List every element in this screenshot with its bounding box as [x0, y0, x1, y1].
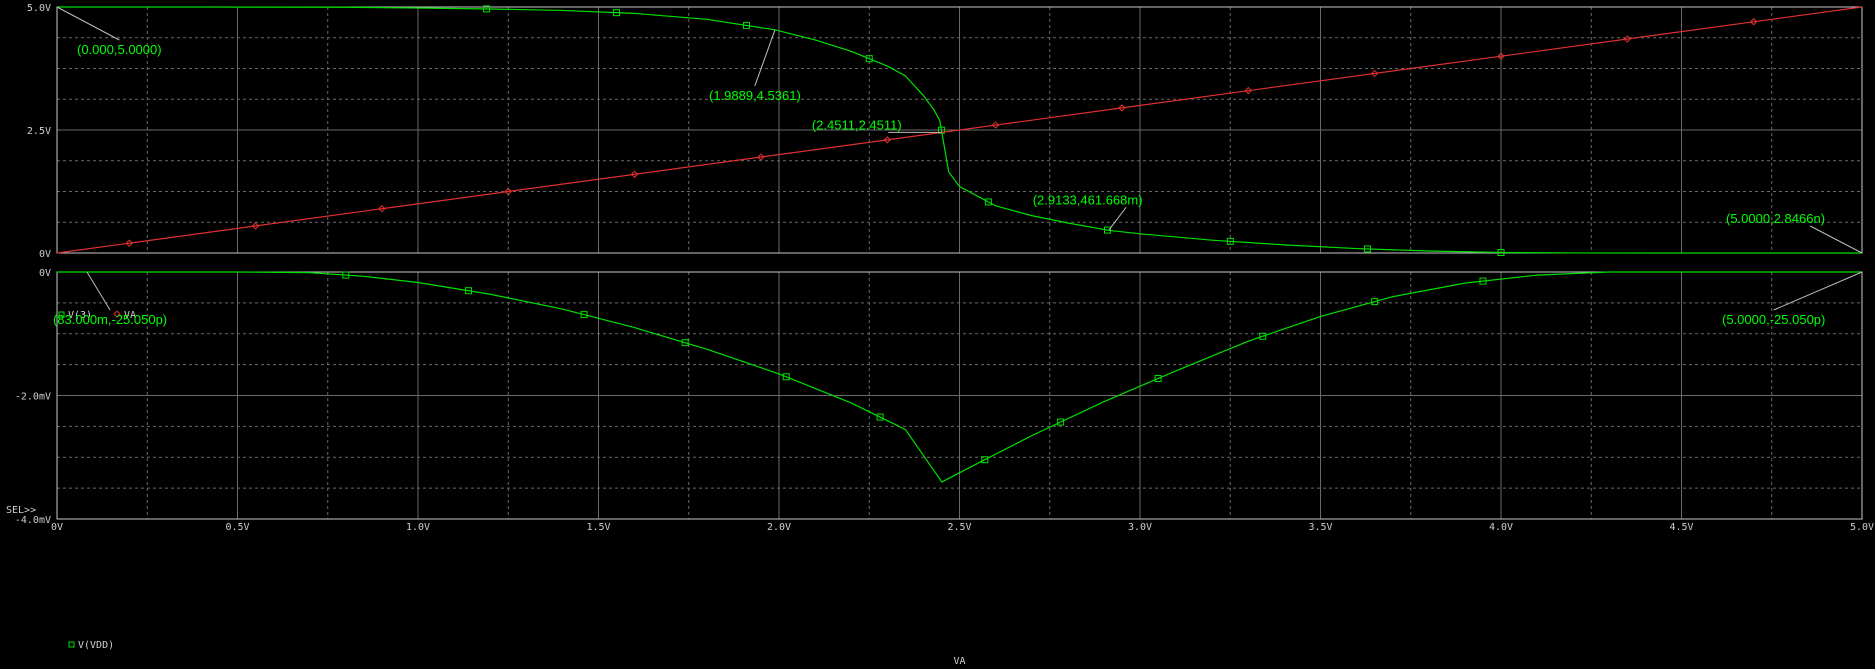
cursor-annotation[interactable]: (5.0000,-25.050p): [1722, 271, 1863, 327]
annotation-leader-line: [1773, 271, 1863, 311]
data-point-marker: [1497, 249, 1505, 257]
cursor-annotation[interactable]: (0.000,5.0000): [56, 6, 162, 57]
data-point-marker: [1479, 277, 1487, 285]
series-layer: [56, 5, 1863, 483]
annotation-label: (83.000m,-25.050p): [53, 312, 167, 327]
annotation-label: (0.000,5.0000): [77, 42, 162, 57]
cursor-annotation[interactable]: (2.9133,461.668m): [1033, 192, 1143, 231]
data-point-marker: [378, 205, 386, 213]
data-point-marker: [465, 287, 473, 295]
data-point-marker: [743, 21, 751, 29]
annotation-label: (1.9889,4.5361): [709, 88, 801, 103]
data-point-marker: [865, 55, 873, 63]
data-point-marker: [613, 9, 621, 17]
x-tick-label: 5.0V: [1850, 522, 1874, 533]
bottom-plot-legend[interactable]: V(VDD): [68, 640, 114, 651]
annotation-label: (2.4511,2.4511): [812, 117, 902, 132]
data-point-marker: [1497, 52, 1505, 60]
data-point-marker: [883, 136, 892, 144]
data-point-marker: [1371, 298, 1379, 306]
x-tick-label: 1.5V: [586, 522, 610, 533]
data-point-marker: [504, 187, 512, 196]
data-point-marker: [1749, 18, 1758, 26]
annotation-label: (5.0000,2.8466n): [1726, 211, 1825, 226]
data-point-marker: [1259, 332, 1267, 340]
annotation-leader-line: [86, 271, 111, 311]
annotation-label: (5.0000,-25.050p): [1722, 312, 1825, 327]
data-point-marker: [1370, 69, 1379, 78]
data-point-marker: [483, 5, 491, 13]
data-point-marker: [991, 121, 1000, 129]
x-tick-label: 4.5V: [1669, 522, 1693, 533]
data-point-marker: [876, 413, 884, 421]
series-line-v3: [57, 6, 1862, 254]
data-point-marker: [1104, 226, 1112, 234]
data-point-marker: [782, 373, 790, 381]
series-line-vvdd: [57, 271, 1862, 483]
annotation-leader-line: [754, 29, 776, 86]
y-tick-label: 0V: [39, 268, 51, 279]
data-point-marker: [1154, 375, 1162, 383]
y-tick-label: 0V: [39, 249, 51, 260]
x-tick-label: 0.5V: [225, 522, 249, 533]
legend-entry-v3[interactable]: V(3): [68, 310, 92, 321]
data-point-marker: [681, 339, 689, 347]
cursor-annotation[interactable]: (83.000m,-25.050p): [53, 271, 167, 327]
x-tick-label: 3.5V: [1308, 522, 1332, 533]
data-point-marker: [1118, 104, 1126, 112]
data-point-marker: [251, 222, 260, 230]
data-point-marker: [1244, 86, 1253, 95]
x-axis-ticks: 0V 0.5V 1.0V 1.5V 2.0V 2.5V 3.0V 3.5V 4.…: [51, 522, 1874, 533]
y-tick-label: 2.5V: [27, 126, 51, 137]
square-marker-icon: [58, 311, 65, 318]
data-point-marker: [984, 198, 992, 206]
y-tick-label: 5.0V: [27, 3, 51, 14]
plot-border: [56, 271, 1863, 520]
data-point-marker: [1623, 35, 1632, 43]
cursor-annotations: (0.000,5.0000) (1.9889,4.5361) (2.4511,2…: [53, 6, 1863, 327]
data-point-marker: [1226, 237, 1234, 245]
diamond-marker-icon: [113, 310, 121, 318]
annotation-leader-line: [1108, 206, 1127, 231]
cursor-annotation[interactable]: (2.4511,2.4511): [812, 117, 942, 133]
y-tick-label: -2.0mV: [15, 392, 51, 403]
y-tick-label: -4.0mV: [15, 515, 51, 526]
top-plot-frame: [56, 6, 1863, 254]
x-tick-label: 0V: [51, 522, 63, 533]
legend-entry-va[interactable]: VA: [124, 310, 136, 321]
series-line-va: [56, 6, 1863, 254]
x-tick-label: 3.0V: [1128, 522, 1152, 533]
cursor-annotation[interactable]: (1.9889,4.5361): [709, 29, 801, 103]
annotation-leader-line: [1809, 225, 1863, 254]
x-tick-label: 1.0V: [406, 522, 430, 533]
data-point-marker: [125, 239, 133, 247]
x-tick-label: 2.5V: [947, 522, 971, 533]
square-marker-icon: [68, 641, 75, 648]
data-point-marker: [937, 126, 945, 134]
data-point-marker: [981, 456, 989, 464]
data-point-marker: [757, 153, 765, 161]
bottom-plot-frame: [56, 271, 1863, 520]
top-plot-legend[interactable]: V(3) VA: [58, 310, 136, 321]
plot-border: [56, 6, 1863, 254]
data-point-marker: [580, 311, 588, 319]
cursor-annotation[interactable]: (5.0000,2.8466n): [1726, 211, 1863, 254]
data-point-marker: [630, 170, 639, 178]
x-axis-label: VA: [953, 656, 965, 667]
top-plot-y-ticks: 0V 2.5V 5.0V: [27, 3, 51, 260]
bottom-plot-grid: [57, 272, 1862, 519]
annotation-leader-line: [56, 6, 120, 41]
data-point-marker: [342, 271, 350, 279]
selected-plot-marker: SEL>>: [6, 505, 36, 516]
x-tick-label: 2.0V: [767, 522, 791, 533]
annotation-label: (2.9133,461.668m): [1033, 192, 1143, 207]
x-tick-label: 4.0V: [1489, 522, 1513, 533]
bottom-plot-y-ticks: -4.0mV -2.0mV 0V: [15, 268, 51, 526]
legend-entry-vvdd[interactable]: V(VDD): [78, 640, 114, 651]
data-point-marker: [1057, 418, 1065, 426]
data-point-marker: [1363, 245, 1371, 253]
